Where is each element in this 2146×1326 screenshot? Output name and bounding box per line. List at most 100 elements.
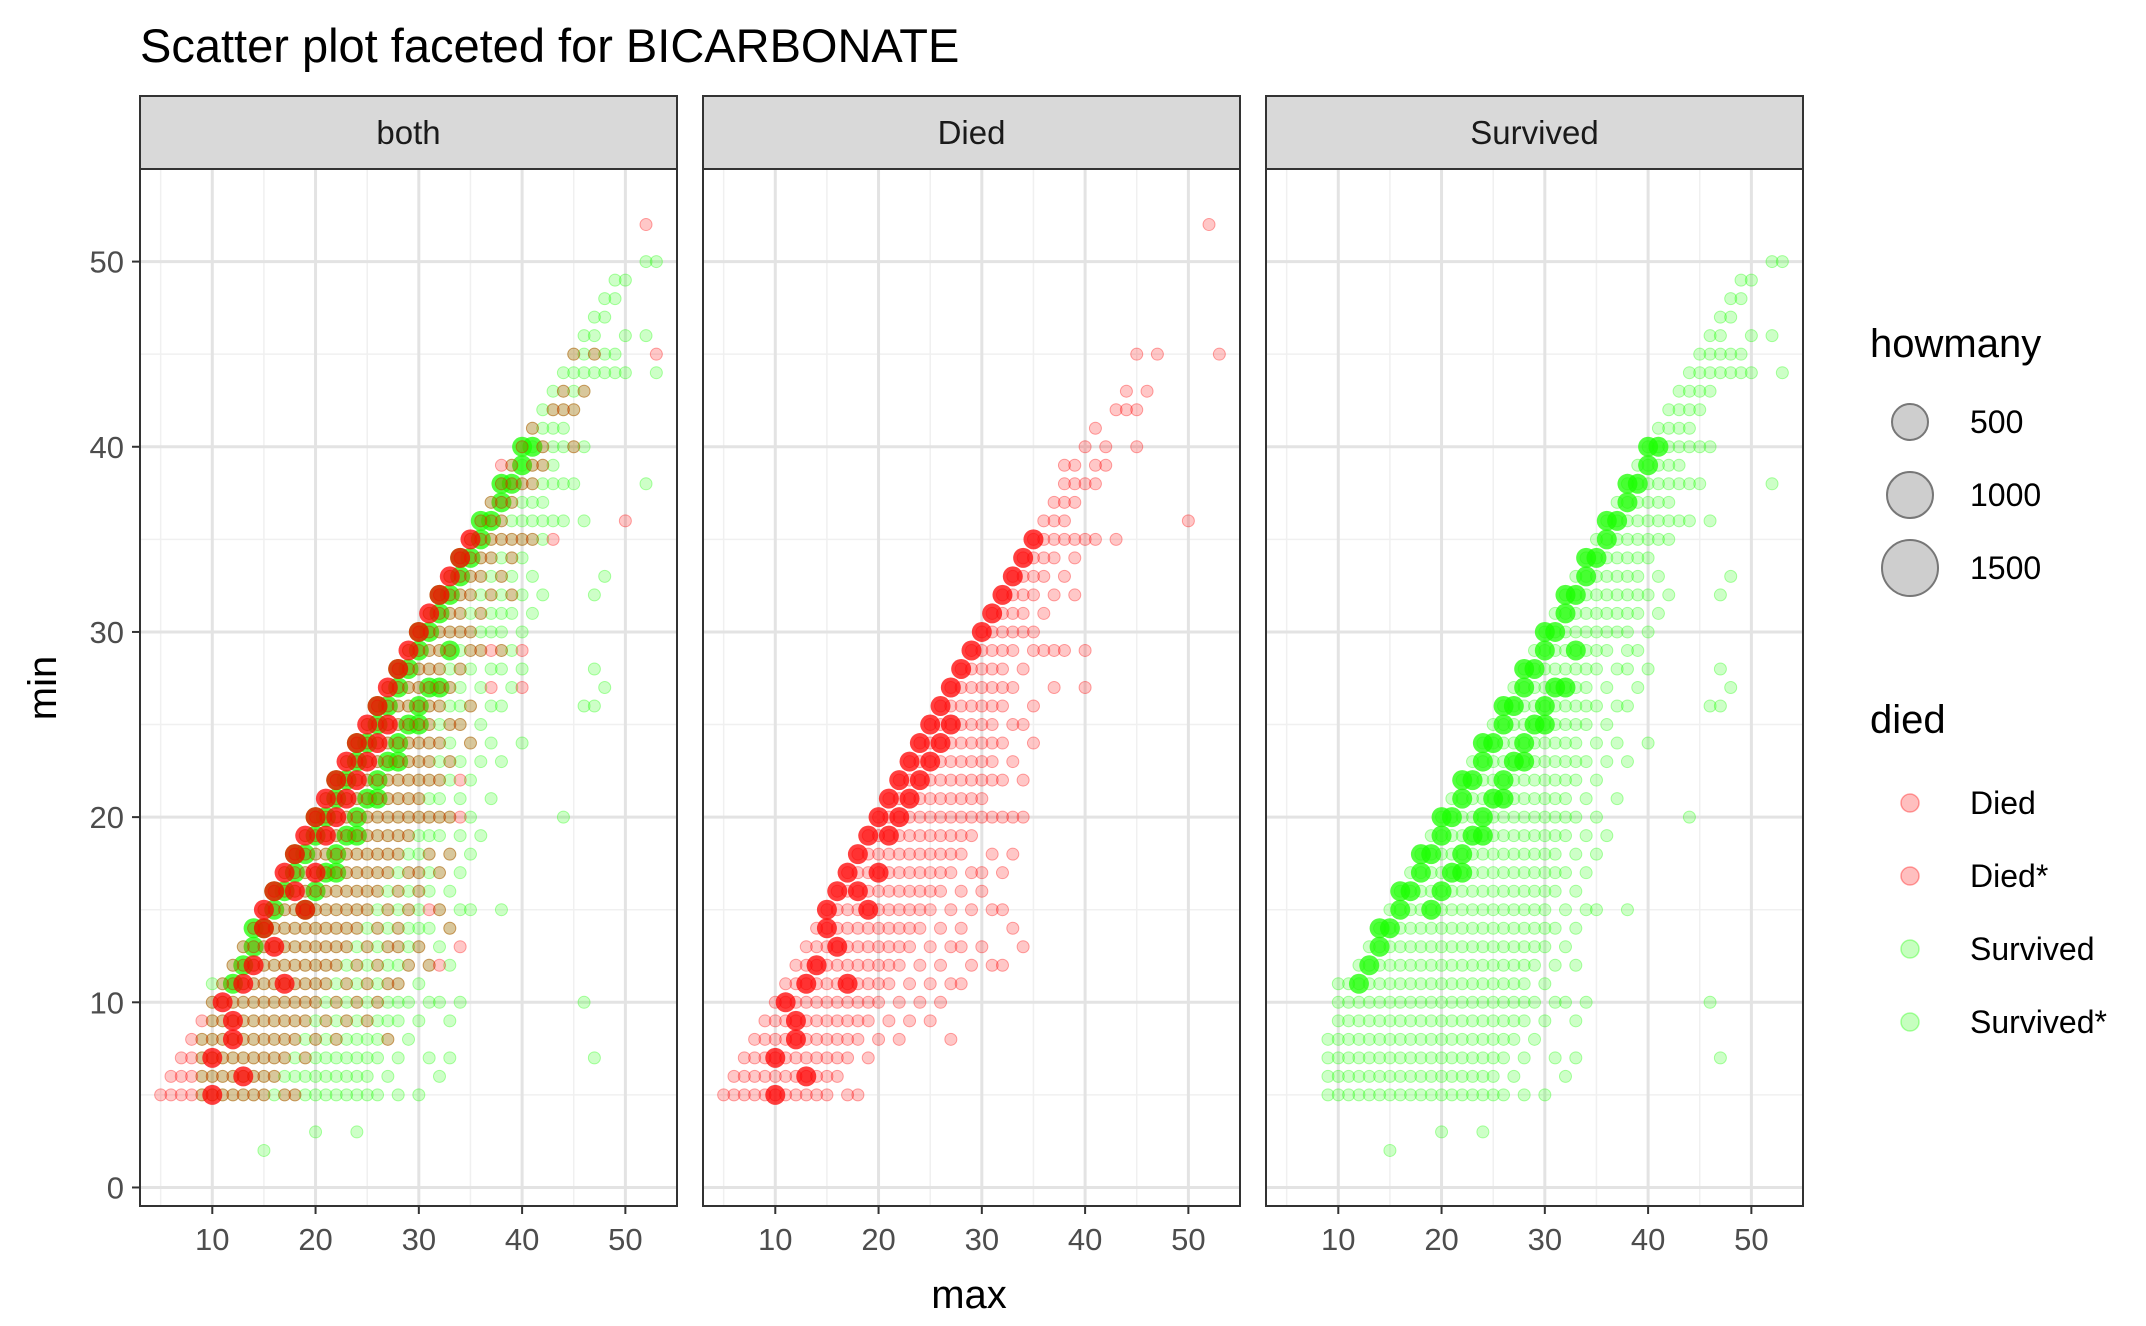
- point-survived: [1558, 773, 1572, 787]
- point-died: [944, 755, 958, 769]
- point-survived: [1672, 403, 1686, 417]
- point-survived: [1517, 884, 1531, 898]
- point-survived: [463, 643, 477, 657]
- point-survived: [1476, 1014, 1490, 1028]
- point-survived: [257, 1088, 271, 1102]
- point-survived: [298, 995, 312, 1009]
- point-died: [872, 847, 886, 861]
- point-survived: [422, 921, 436, 935]
- point-survived: [1538, 810, 1552, 824]
- point-survived: [1497, 1051, 1511, 1065]
- point-died: [1068, 477, 1082, 491]
- point-survived: [1589, 773, 1603, 787]
- point-died: [830, 1014, 844, 1028]
- point-survived: [1445, 1069, 1459, 1083]
- point-died: [298, 1051, 312, 1065]
- point-large-survived: [1638, 455, 1659, 476]
- point-died: [360, 940, 374, 954]
- point-survived: [1404, 977, 1418, 991]
- point-survived: [309, 921, 323, 935]
- point-survived: [340, 1069, 354, 1083]
- point-died: [1109, 532, 1123, 546]
- point-survived: [1486, 1069, 1500, 1083]
- point-survived: [1538, 921, 1552, 935]
- point-survived: [1373, 1051, 1387, 1065]
- facet-strip-label: Survived: [1470, 114, 1598, 151]
- point-died: [247, 1014, 261, 1028]
- point-died: [1047, 495, 1061, 509]
- point-survived: [1620, 662, 1634, 676]
- point-survived: [494, 569, 508, 583]
- point-survived: [1558, 736, 1572, 750]
- point-survived: [1507, 1014, 1521, 1028]
- point-died: [360, 792, 374, 806]
- point-died: [350, 995, 364, 1009]
- point-large-survived: [1410, 862, 1431, 883]
- point-survived: [1703, 329, 1717, 343]
- point-died: [195, 1014, 209, 1028]
- point-died: [1026, 588, 1040, 602]
- point-survived: [371, 1032, 385, 1046]
- point-died: [371, 810, 385, 824]
- point-survived: [1558, 662, 1572, 676]
- point-died: [841, 958, 855, 972]
- point-survived: [1713, 347, 1727, 361]
- point-survived: [494, 699, 508, 713]
- point-died: [892, 866, 906, 880]
- point-survived: [1631, 569, 1645, 583]
- point-survived: [298, 1069, 312, 1083]
- point-survived: [1528, 995, 1541, 1009]
- point-survived: [1383, 995, 1397, 1009]
- point-large-died: [796, 973, 817, 994]
- point-died: [453, 940, 467, 954]
- point-survived: [1476, 866, 1490, 880]
- point-survived: [1620, 532, 1634, 546]
- point-survived: [1342, 1088, 1356, 1102]
- point-died: [556, 384, 570, 398]
- point-died: [892, 903, 906, 917]
- point-survived: [1775, 366, 1789, 380]
- point-died: [422, 699, 436, 713]
- y-tick-label: 0: [107, 1170, 124, 1205]
- point-died: [944, 866, 958, 880]
- point-survived: [1651, 532, 1665, 546]
- point-died: [288, 921, 302, 935]
- point-survived: [329, 884, 343, 898]
- point-died: [995, 662, 1009, 676]
- point-survived: [288, 921, 302, 935]
- point-survived: [1424, 1014, 1438, 1028]
- point-died: [391, 921, 405, 935]
- point-large-died: [388, 658, 409, 679]
- point-survived: [371, 847, 385, 861]
- point-survived: [1321, 1032, 1335, 1046]
- point-survived: [1548, 662, 1562, 676]
- point-survived: [1497, 1088, 1511, 1102]
- point-survived: [1672, 477, 1686, 491]
- point-large-survived: [1493, 696, 1514, 717]
- point-died: [226, 1088, 240, 1102]
- point-survived: [1455, 1088, 1469, 1102]
- point-died: [257, 1032, 271, 1046]
- point-survived: [1393, 1088, 1407, 1102]
- point-survived: [546, 458, 560, 472]
- point-died: [422, 847, 436, 861]
- point-died: [515, 477, 529, 491]
- point-survived: [226, 1088, 240, 1102]
- point-died: [913, 829, 927, 843]
- point-survived: [1466, 1014, 1480, 1028]
- point-survived: [1435, 1032, 1449, 1046]
- point-survived: [412, 1088, 426, 1102]
- x-tick-label: 20: [861, 1222, 895, 1257]
- point-survived: [1362, 1069, 1376, 1083]
- point-survived: [278, 1032, 292, 1046]
- point-died: [1088, 532, 1102, 546]
- point-survived: [1569, 625, 1583, 639]
- point-died: [432, 736, 446, 750]
- point-survived: [1497, 847, 1511, 861]
- point-died: [1047, 643, 1061, 657]
- point-died: [985, 718, 999, 732]
- point-survived: [340, 977, 354, 991]
- facet-strip-label: Died: [938, 114, 1006, 151]
- point-survived: [1393, 1014, 1407, 1028]
- point-survived: [587, 662, 601, 676]
